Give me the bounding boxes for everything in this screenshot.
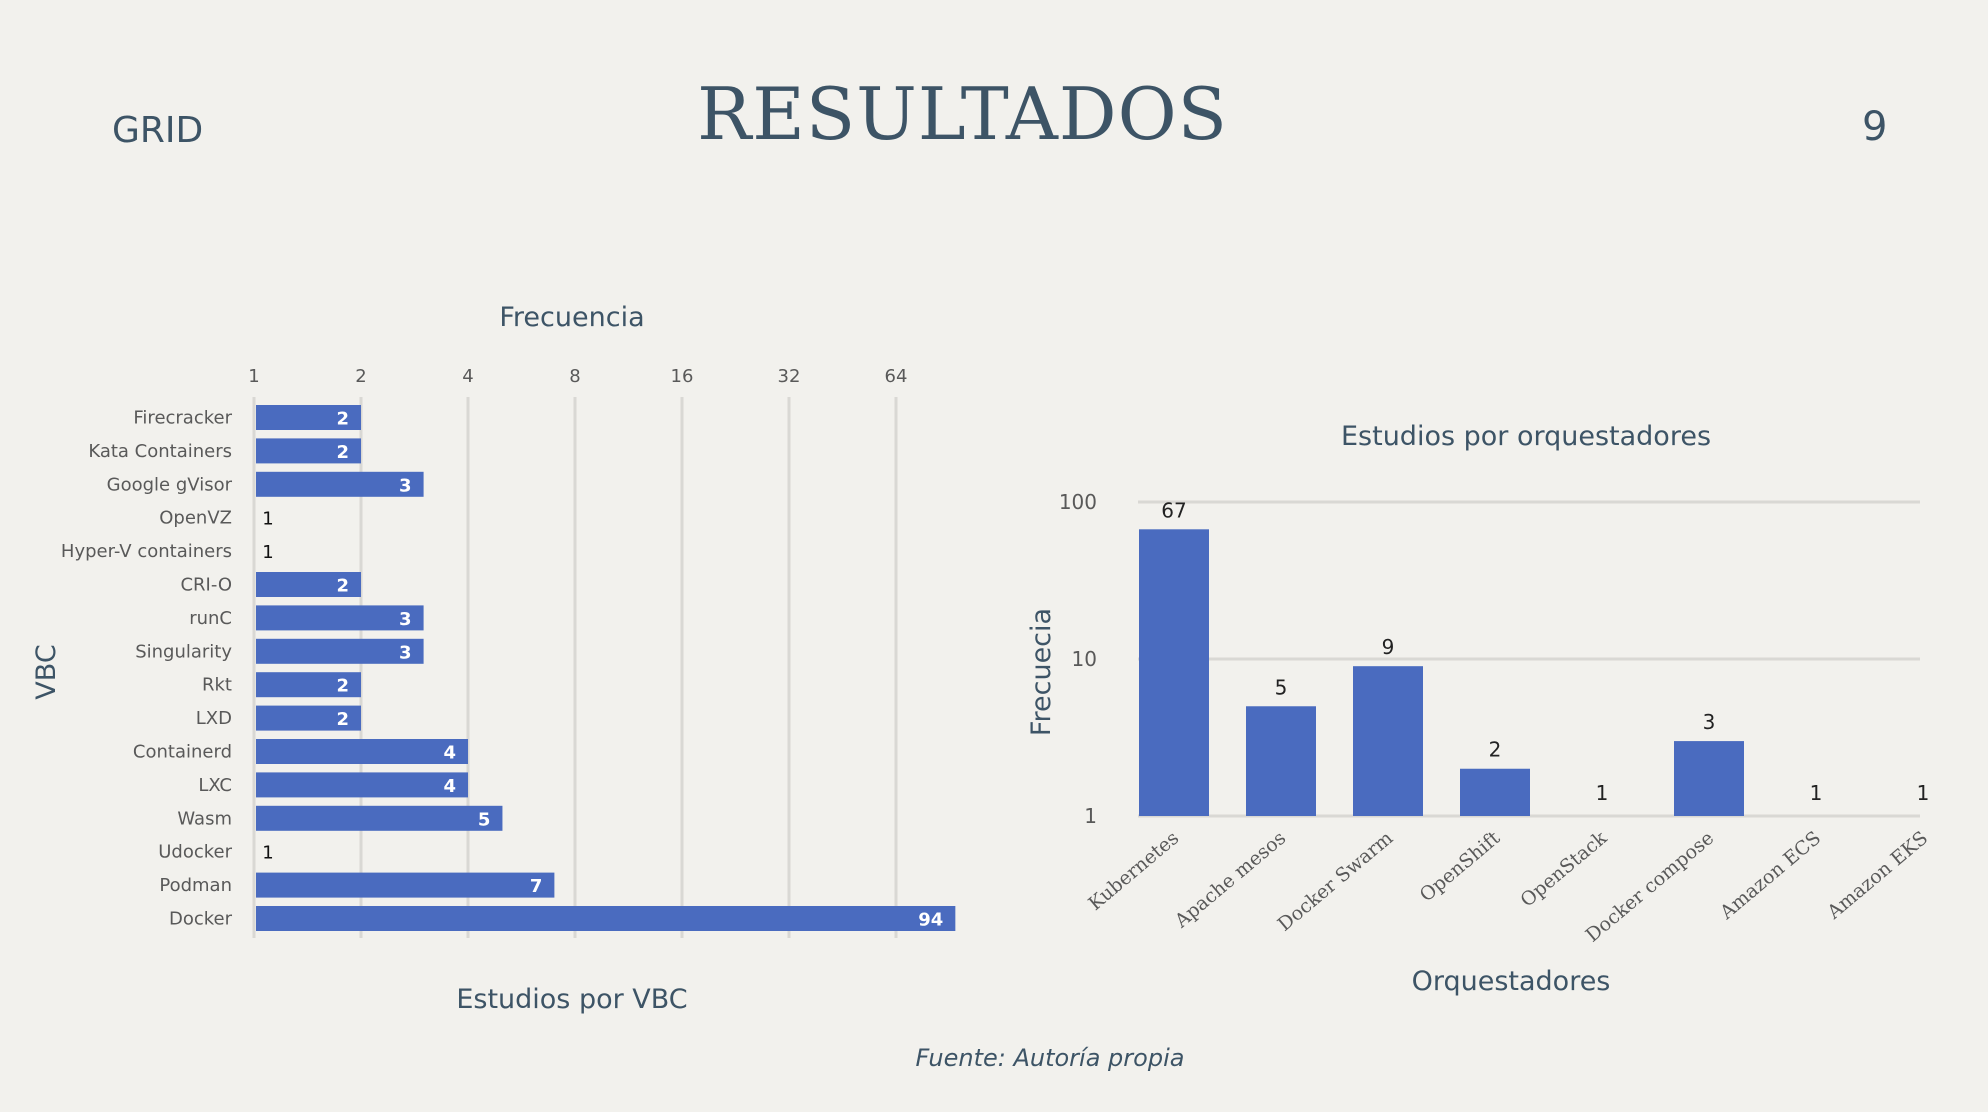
bar — [1353, 666, 1423, 816]
category-label: Wasm — [177, 808, 232, 829]
bar — [256, 739, 468, 764]
data-label: 2 — [336, 709, 349, 730]
category-label: LXC — [198, 775, 232, 796]
category-label: Udocker — [158, 842, 232, 863]
bar — [256, 772, 468, 797]
x-axis-title: Orquestadores — [1412, 966, 1611, 997]
data-label: 67 — [1161, 498, 1186, 522]
data-label: 2 — [336, 409, 349, 430]
bar — [1674, 741, 1744, 816]
y-tick-label: 100 — [1059, 490, 1097, 514]
category-label: Firecracker — [133, 408, 232, 429]
x-tick-label: 2 — [355, 366, 366, 387]
category-label: OpenShift — [1416, 827, 1505, 907]
data-label: 3 — [399, 609, 412, 630]
category-label: OpenStack — [1516, 827, 1611, 912]
data-label: 2 — [336, 442, 349, 463]
x-tick-label: 1 — [248, 366, 259, 387]
bar — [1460, 769, 1530, 816]
category-label: Amazon EKS — [1822, 827, 1932, 924]
category-label: runC — [189, 608, 232, 629]
category-label: Hyper-V containers — [61, 541, 232, 562]
data-label: 1 — [1596, 781, 1609, 805]
category-label: CRI-O — [180, 575, 232, 596]
y-tick-label: 1 — [1084, 804, 1097, 828]
x-tick-label: 32 — [778, 366, 801, 387]
category-label: OpenVZ — [159, 508, 232, 529]
data-label: 1 — [262, 542, 273, 563]
x-tick-label: 8 — [569, 366, 580, 387]
data-label: 3 — [1703, 710, 1716, 734]
category-label: Containerd — [133, 742, 232, 763]
bar — [1246, 706, 1316, 816]
data-label: 3 — [399, 642, 412, 663]
x-tick-label: 4 — [462, 366, 473, 387]
bar — [256, 873, 554, 898]
data-label: 1 — [262, 509, 273, 530]
data-label: 94 — [918, 910, 943, 931]
category-label: Google gVisor — [107, 474, 233, 495]
data-label: 4 — [443, 743, 456, 764]
x-tick-label: 16 — [671, 366, 694, 387]
category-label: Amazon ECS — [1715, 827, 1825, 924]
category-label: LXD — [196, 708, 232, 729]
data-label: 1 — [1917, 781, 1930, 805]
category-label: Kata Containers — [88, 441, 232, 462]
data-label: 7 — [530, 876, 543, 897]
data-label: 5 — [1275, 675, 1288, 699]
category-label: Rkt — [202, 675, 232, 696]
data-label: 3 — [399, 475, 412, 496]
category-label: Apache mesos — [1170, 827, 1290, 933]
bar — [256, 806, 502, 831]
category-label: Docker — [169, 909, 233, 930]
chart-title: Estudios por orquestadores — [1341, 421, 1711, 452]
category-label: Docker Swarm — [1274, 827, 1398, 936]
data-label: 1 — [262, 843, 273, 864]
x-tick-label: 64 — [885, 366, 908, 387]
data-label: 9 — [1382, 635, 1395, 659]
chart-title: Estudios por VBC — [456, 984, 687, 1015]
y-axis-title: Frecuecia — [1026, 608, 1057, 736]
y-axis-title: VBC — [31, 644, 62, 699]
data-label: 1 — [1810, 781, 1823, 805]
bar — [1139, 529, 1209, 816]
orchestrators-chart: Estudios por orquestadores 1 10 100 67 Kubern… — [1026, 421, 1932, 997]
data-label: 2 — [336, 676, 349, 697]
x-axis-title: Frecuencia — [499, 302, 644, 333]
y-tick-label: 10 — [1072, 647, 1097, 671]
data-label: 2 — [336, 576, 349, 597]
category-label: Podman — [159, 875, 232, 896]
data-label: 5 — [478, 809, 491, 830]
source-note: Fuente: Autoría propia — [0, 1044, 1988, 1072]
bar — [256, 906, 955, 931]
data-label: 2 — [1489, 738, 1502, 762]
category-label: Kubernetes — [1084, 827, 1183, 915]
data-label: 4 — [443, 776, 456, 797]
category-label: Singularity — [135, 641, 232, 662]
